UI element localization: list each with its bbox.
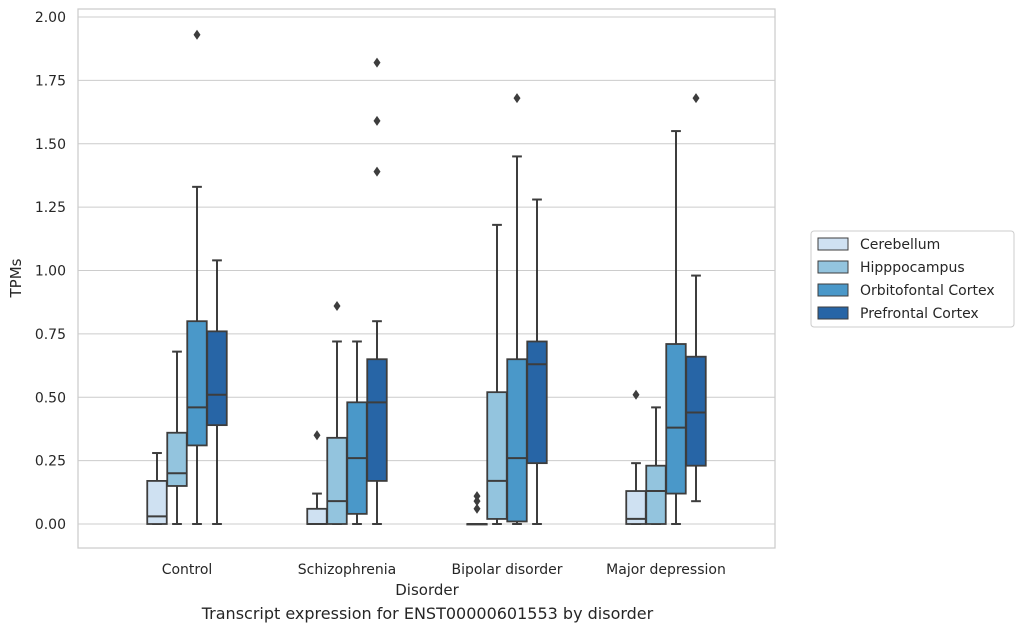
outlier-point xyxy=(333,300,341,311)
box-3-0 xyxy=(206,259,228,525)
outlier-point xyxy=(473,496,481,507)
y-tick-label: 0.75 xyxy=(35,327,66,343)
box-elements xyxy=(146,29,707,526)
y-axis-label: TPMs xyxy=(7,258,25,298)
box-2-2 xyxy=(506,93,528,525)
x-tick-label: Major depression xyxy=(606,562,726,578)
box-0-2 xyxy=(466,491,488,526)
box-body xyxy=(486,391,508,520)
box-body xyxy=(645,464,667,525)
box-3-1 xyxy=(366,57,388,525)
x-tick-label: Control xyxy=(162,562,213,578)
x-axis-label: Disorder xyxy=(395,581,459,599)
x-tick-label: Schizophrenia xyxy=(298,562,396,578)
legend-label: Prefrontal Cortex xyxy=(860,306,979,322)
outlier-point xyxy=(692,93,700,104)
box-2-1 xyxy=(346,340,368,525)
box-body xyxy=(326,436,348,525)
legend-label: Orbitofontal Cortex xyxy=(860,283,995,299)
box-1-0 xyxy=(166,350,188,525)
x-tick-labels: Control Schizophrenia Bipolar disorder Majo… xyxy=(162,562,726,578)
legend-frame xyxy=(810,230,1015,328)
box-body xyxy=(166,431,188,487)
box-1-3 xyxy=(645,406,667,525)
box-body xyxy=(306,507,328,525)
box-0-3 xyxy=(625,389,647,525)
y-tick-labels: 0.00 0.25 0.50 0.75 1.00 1.25 1.50 1.75 2.00 xyxy=(35,10,66,533)
outlier-point xyxy=(473,491,481,502)
box-1-2 xyxy=(486,223,508,525)
plot-frame xyxy=(77,8,776,549)
legend-swatch xyxy=(817,306,849,320)
legend-swatch xyxy=(817,260,849,274)
box-body xyxy=(186,320,208,447)
outlier-point xyxy=(373,115,381,126)
legend-swatch xyxy=(817,237,849,251)
y-tick-label: 1.50 xyxy=(35,137,66,153)
box-body xyxy=(526,340,548,465)
y-tick-label: 0.50 xyxy=(35,390,66,406)
outlier-point xyxy=(473,503,481,514)
box-3-3 xyxy=(685,93,707,503)
outlier-point xyxy=(513,93,521,104)
y-tick-label: 0.25 xyxy=(35,454,66,470)
legend: Cerebellum Hipppocampus Orbitofontal Corte… xyxy=(810,230,1015,328)
box-2-0 xyxy=(186,29,208,525)
box-body xyxy=(665,343,687,495)
outlier-point xyxy=(632,389,640,400)
legend-swatch xyxy=(817,283,849,297)
y-tick-label: 1.00 xyxy=(35,264,66,280)
box-1-1 xyxy=(326,300,348,525)
box-body xyxy=(366,358,388,482)
box-body xyxy=(506,358,528,523)
outlier-point xyxy=(373,166,381,177)
box-0-1 xyxy=(306,430,328,525)
legend-label: Cerebellum xyxy=(860,237,940,253)
y-tick-label: 1.25 xyxy=(35,200,66,216)
x-tick-label: Bipolar disorder xyxy=(451,562,562,578)
box-3-2 xyxy=(526,198,548,525)
box-body xyxy=(206,330,228,427)
outlier-point xyxy=(373,57,381,68)
y-tick-label: 0.00 xyxy=(35,517,66,533)
box-body xyxy=(685,355,707,467)
box-0-0 xyxy=(146,452,168,525)
y-tick-label: 2.00 xyxy=(35,10,66,26)
legend-label: Hipppocampus xyxy=(860,260,965,276)
box-body xyxy=(146,480,168,525)
y-tick-label: 1.75 xyxy=(35,73,66,89)
outlier-point xyxy=(313,430,321,441)
outlier-point xyxy=(193,29,201,40)
box-2-3 xyxy=(665,130,687,525)
figure-caption: Transcript expression for ENST0000060155… xyxy=(201,604,654,623)
